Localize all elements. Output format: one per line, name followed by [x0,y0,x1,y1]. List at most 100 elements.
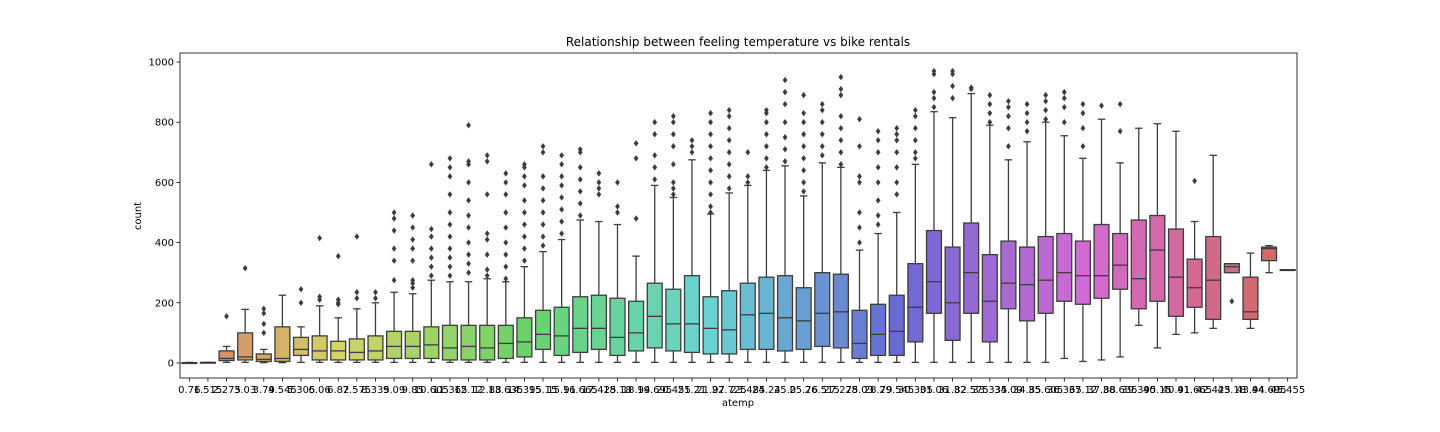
outlier-point [838,85,844,93]
outlier-point [652,131,658,138]
outlier-point [987,100,993,108]
box-45 [1018,100,1036,364]
x-tick-label: 18.18 [603,385,632,396]
outlier-point [522,233,527,240]
outlier-point [764,155,769,162]
outlier-point [577,200,583,207]
outlier-point [708,131,713,138]
x-tick-label: 5.305 [287,385,316,396]
outlier-point [410,284,416,291]
x-tick-label: 40.15 [1143,385,1172,396]
outlier-point [1043,106,1049,114]
box-body [404,330,421,360]
outlier-point [428,272,434,279]
outlier-point [261,320,267,328]
outlier-point [1192,177,1198,185]
outlier-point [1024,109,1030,117]
x-tick-label: 37.88 [1087,385,1116,396]
x-tick-label: 43.94 [1236,385,1265,396]
box-body [553,306,570,357]
outlier-point [1061,88,1067,96]
outlier-point [577,212,583,219]
box-51 [1130,127,1147,326]
y-axis: 0 200 400 600 800 1000 [149,58,180,369]
outlier-point [596,179,602,186]
outlier-point [1080,100,1086,108]
outlier-point [1099,102,1104,109]
outlier-point [931,88,937,96]
x-tick-label: 4.545 [268,385,297,396]
outlier-point [931,94,937,102]
outlier-point [875,128,881,135]
outlier-point [782,134,788,141]
outlier-point [689,143,695,150]
outlier-point [522,161,527,168]
outlier-point [819,143,825,150]
x-tick-label: 27.275 [823,385,858,396]
box-35 [832,73,849,364]
outlier-point [875,137,881,144]
outlier-point [577,146,583,153]
outlier-point [894,149,900,156]
plot-frame [179,52,1298,379]
outlier-point [596,170,602,177]
box-body [1260,246,1278,262]
x-tick-label: 28.79 [864,385,893,396]
outlier-point [708,109,713,117]
outlier-point [894,191,900,198]
outlier-point [1006,103,1011,111]
box-44 [1000,97,1017,364]
box-7 [311,234,328,364]
outlier-point [317,234,323,242]
outlier-point [894,131,900,138]
x-tick-label: 17.425 [581,385,616,396]
box-30 [739,149,756,364]
x-tick-label: 21.97 [696,385,725,396]
outlier-point [950,82,955,90]
box-21 [572,146,589,364]
outlier-point [764,106,769,114]
outlier-point [726,106,732,114]
outlier-point [987,91,993,99]
outlier-point [428,263,434,270]
outlier-point [503,179,509,186]
box-26 [665,112,682,364]
box-43 [981,91,998,364]
outlier-point [391,215,397,222]
outlier-point [633,140,639,147]
outlier-point [801,109,807,117]
x-tick-label: 19.695 [637,385,672,396]
x-tick-label: 18.94 [622,385,651,396]
x-tick-label: 16.665 [563,385,598,396]
outlier-point [428,254,434,261]
outlier-point [838,125,844,132]
box-33 [795,91,812,364]
x-tick-label: 45.455 [1270,385,1305,396]
x-tick-label: 33.335 [972,385,1007,396]
box-31 [758,106,775,364]
outlier-point [708,179,713,186]
outlier-point [689,137,695,144]
box-27 [683,137,701,364]
outlier-point [391,245,397,252]
outlier-point [857,116,862,123]
x-tick-label: 15.15 [529,385,558,396]
y-tick-label: 600 [155,178,174,189]
box-34 [814,100,831,364]
outlier-point [522,221,527,228]
x-tick-label: 9.09 [383,385,405,396]
outlier-point [801,179,807,186]
outlier-point [447,164,453,171]
outlier-point [857,224,862,231]
outlier-point [633,155,639,162]
outlier-point [726,185,732,192]
x-tick-label: 15.91 [547,385,576,396]
outlier-point [652,176,658,183]
outlier-point [410,212,416,219]
outlier-point [875,212,881,219]
outlier-point [1043,116,1049,123]
box-body [609,297,626,357]
box-body [832,273,849,349]
box-47 [1056,88,1073,360]
outlier-point [373,289,378,296]
